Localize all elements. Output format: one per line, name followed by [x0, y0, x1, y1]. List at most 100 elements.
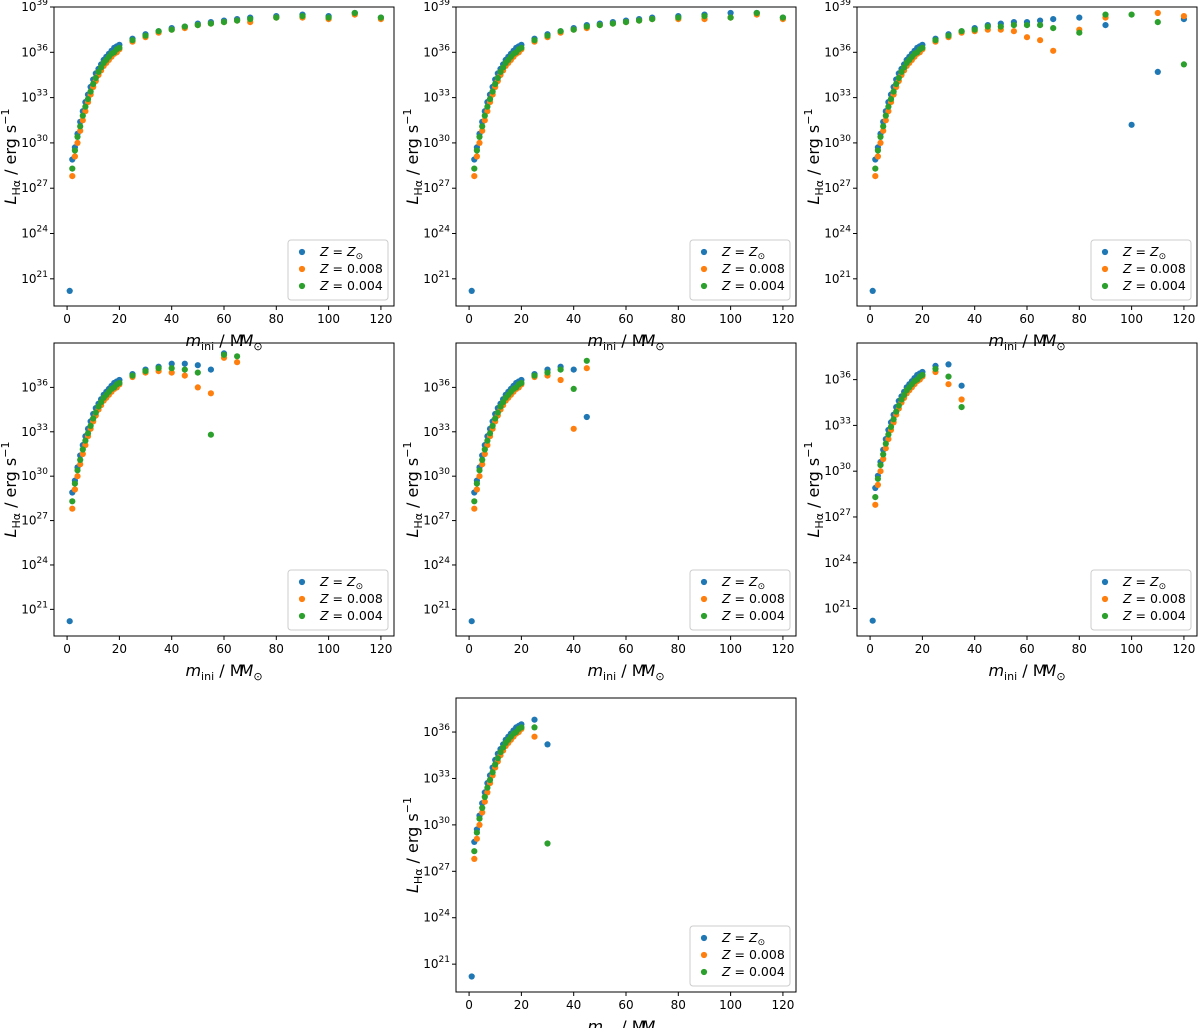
chart-panel-1: 0 20 40 60 80 100 120 1021 1024 1027 1030 1033 1036 1… [0, 0, 395, 353]
legend-marker-0p008 [1101, 265, 1109, 273]
data-point-0p004 [880, 451, 887, 458]
legend: Z = Z⊙Z = 0.008 Z = 0.004 [689, 569, 791, 631]
data-point-0p004 [779, 14, 787, 21]
data-point-0p008 [69, 505, 76, 512]
data-point-0p004 [155, 28, 162, 35]
data-point-zsun [168, 360, 175, 367]
data-point-0p004 [489, 422, 496, 429]
chart-panel-6: 0 20 40 60 80 100 120 1021 1024 1027 1030 1033 1036 m… [802, 342, 1198, 683]
data-point-0p008 [473, 835, 480, 842]
legend-marker-zsun [700, 934, 708, 942]
data-point-0p008 [71, 153, 78, 160]
data-point-0p004 [479, 456, 486, 463]
legend-label-zsun: Z = Z⊙ [1122, 574, 1166, 592]
legend-box [1090, 239, 1192, 301]
data-point-0p004 [518, 724, 525, 731]
data-point-0p004 [494, 409, 501, 416]
data-point-0p004 [168, 26, 175, 33]
data-point-0p004 [727, 14, 734, 21]
x-tick-label: 80 [671, 312, 686, 326]
data-point-0p008 [471, 505, 478, 512]
data-point-0p004 [98, 64, 105, 71]
x-tick-label: 0 [866, 642, 874, 656]
data-point-0p008 [531, 733, 538, 740]
data-point-0p004 [971, 26, 978, 33]
data-point-0p004 [473, 829, 480, 836]
data-point-zsun [66, 618, 73, 625]
legend-marker-0p004 [700, 282, 708, 290]
data-point-0p008 [207, 390, 214, 397]
data-point-0p004 [492, 415, 499, 422]
data-point-0p004 [1180, 61, 1187, 68]
data-point-0p008 [69, 173, 76, 180]
data-point-0p008 [874, 153, 882, 160]
data-point-0p004 [885, 103, 892, 110]
x-tick-label: 0 [63, 312, 71, 326]
x-tick-label: 120 [771, 998, 794, 1012]
x-tick-label: 100 [1120, 642, 1143, 656]
data-point-0p004 [885, 431, 892, 438]
data-point-0p004 [649, 16, 656, 23]
y-tick-label: 1030 [423, 134, 450, 150]
y-axis-title: LHα / erg s−1 [0, 442, 23, 538]
data-point-0p008 [168, 369, 175, 376]
scatter-points [468, 716, 551, 980]
data-point-0p004 [116, 379, 123, 387]
data-point-0p004 [77, 456, 84, 463]
y-tick-label: 1033 [423, 769, 450, 785]
y-tick-label: 1036 [423, 723, 450, 739]
x-tick-label: 20 [915, 642, 930, 656]
data-point-zsun [544, 741, 551, 748]
data-point-0p008 [885, 108, 892, 115]
legend: Z = Z⊙Z = 0.008 Z = 0.004 [1090, 239, 1192, 301]
data-point-zsun [869, 617, 876, 624]
data-point-0p004 [473, 147, 480, 154]
data-point-0p004 [207, 20, 214, 27]
legend-marker-0p004 [700, 612, 708, 620]
data-point-0p008 [958, 396, 965, 403]
data-point-0p004 [234, 17, 241, 24]
scatter-points [468, 357, 590, 625]
y-axis-title: LHα / erg s−1 [401, 442, 425, 538]
data-point-0p004 [531, 372, 538, 379]
data-point-0p004 [77, 123, 84, 130]
data-point-0p004 [476, 133, 483, 140]
data-point-0p004 [753, 9, 760, 17]
data-point-0p008 [234, 359, 241, 366]
data-point-0p008 [79, 117, 86, 124]
data-point-0p008 [882, 445, 889, 452]
data-point-0p004 [531, 724, 538, 731]
y-tick-label: 1021 [423, 270, 450, 286]
x-tick-label: 100 [317, 642, 340, 656]
data-point-0p004 [1037, 22, 1044, 29]
data-point-0p004 [890, 88, 897, 95]
x-axis-title: mini / MM⊙ [587, 1017, 664, 1028]
data-point-0p004 [1102, 11, 1109, 18]
legend: Z = Z⊙Z = 0.008 Z = 0.004 [689, 239, 791, 301]
data-point-0p004 [194, 369, 201, 376]
x-tick-label: 60 [618, 642, 633, 656]
legend-label-0p008: Z = 0.008 [1122, 261, 1186, 276]
data-point-0p008 [476, 473, 483, 480]
y-axis-title: LHα / erg s−1 [802, 109, 826, 205]
data-point-0p008 [181, 372, 188, 379]
legend-label-0p004: Z = 0.004 [721, 278, 785, 293]
data-point-0p008 [880, 127, 887, 134]
data-point-zsun [869, 287, 876, 294]
data-point-0p008 [877, 468, 884, 475]
data-point-0p004 [895, 402, 902, 409]
data-point-0p004 [479, 123, 486, 130]
data-point-0p008 [1154, 9, 1161, 17]
data-point-0p008 [479, 461, 486, 468]
data-point-0p004 [74, 467, 81, 474]
data-point-0p004 [887, 96, 895, 103]
y-tick-label: 1033 [21, 89, 48, 105]
y-tick-label: 1033 [423, 423, 450, 439]
legend-marker-0p004 [1101, 612, 1109, 620]
data-point-0p004 [194, 22, 201, 29]
x-tick-label: 20 [915, 312, 930, 326]
x-tick-label: 20 [112, 642, 127, 656]
x-tick-label: 20 [514, 998, 529, 1012]
data-point-0p004 [500, 64, 507, 71]
y-axis-title: LHα / erg s−1 [401, 109, 425, 205]
